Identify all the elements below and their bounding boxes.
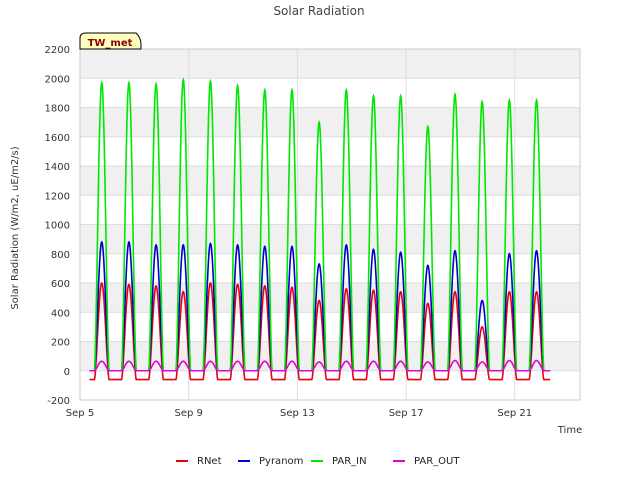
- y-tick-label: 800: [51, 250, 70, 261]
- series-layer: [89, 77, 551, 381]
- y-tick-label: 1000: [45, 221, 70, 232]
- background-band: [80, 283, 580, 313]
- plot-background-bands: [80, 49, 580, 400]
- background-band: [80, 136, 580, 166]
- background-band: [80, 78, 580, 108]
- background-band: [80, 370, 580, 400]
- background-band: [80, 253, 580, 283]
- series-line-par-out: [89, 359, 551, 372]
- y-tick-label: -200: [47, 396, 70, 407]
- background-band: [80, 312, 580, 342]
- x-tick-label: Sep 5: [66, 408, 94, 419]
- y-tick-label: 1600: [45, 133, 70, 144]
- background-band: [80, 195, 580, 225]
- x-tick-label: Sep 21: [497, 408, 532, 419]
- x-tick-label: Sep 13: [280, 408, 315, 419]
- background-band: [80, 166, 580, 196]
- y-tick-label: 1400: [45, 162, 70, 173]
- y-axis-ticks: -200 0 200 400 600 800 1000 1200 1400 1600 1800 200…: [45, 45, 70, 407]
- station-badge-box: [79, 32, 142, 50]
- y-tick-label: 2200: [45, 45, 70, 56]
- background-band: [80, 107, 580, 137]
- legend-label: Pyranom: [259, 456, 303, 467]
- y-tick-label: 1200: [45, 191, 70, 202]
- x-axis-ticks: Sep 5 Sep 9 Sep 13 Sep 17 Sep 21: [66, 408, 532, 419]
- plot-frame: [79, 48, 581, 401]
- legend: RNet Pyranom PAR_IN PAR_OUT: [176, 456, 460, 467]
- legend-label: PAR_OUT: [414, 456, 460, 467]
- legend-label: RNet: [197, 456, 222, 467]
- y-tick-label: 200: [51, 338, 70, 349]
- background-band: [80, 224, 580, 254]
- background-band: [80, 49, 580, 79]
- series-line-rnet: [89, 281, 551, 381]
- y-tick-label: 0: [64, 367, 70, 378]
- legend-label: PAR_IN: [332, 456, 367, 467]
- chart-title: Solar Radiation: [273, 4, 364, 18]
- y-axis-title: Solar Radiation (W/m2, uE/m2/s): [10, 146, 21, 309]
- y-tick-label: 1800: [45, 104, 70, 115]
- y-tick-label: 2000: [45, 74, 70, 85]
- y-tick-label: 400: [51, 308, 70, 319]
- x-tick-label: Sep 17: [389, 408, 424, 419]
- x-tick-label: Sep 9: [175, 408, 203, 419]
- y-tick-label: 600: [51, 279, 70, 290]
- station-badge: TW_met: [79, 32, 142, 50]
- x-axis-title: Time: [557, 425, 582, 436]
- station-badge-label: TW_met: [88, 38, 133, 49]
